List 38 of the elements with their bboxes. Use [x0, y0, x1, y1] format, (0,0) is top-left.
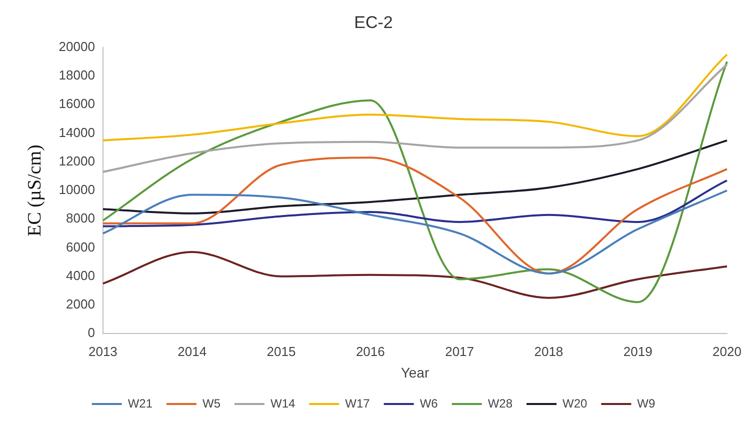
legend-label: W28 — [488, 396, 513, 410]
legend-label: W9 — [637, 396, 656, 410]
x-tick-label: 2019 — [623, 344, 652, 359]
line-series — [102, 179, 728, 228]
x-tick-label: 2018 — [534, 344, 564, 359]
x-tick-label: 2020 — [712, 344, 742, 359]
legend-label: W20 — [562, 396, 588, 410]
x-tick-label: 2016 — [356, 344, 385, 359]
legend-label: W14 — [270, 396, 296, 410]
x-tick-label: 2015 — [266, 344, 296, 359]
y-tick-label: 0 — [88, 325, 95, 340]
y-tick-label: 12000 — [58, 153, 95, 168]
line-series — [102, 60, 728, 304]
x-tick-label: 2013 — [88, 344, 118, 359]
y-tick-label: 20000 — [58, 38, 95, 54]
line-series — [102, 156, 728, 274]
x-tick-label: 2017 — [445, 344, 474, 359]
y-tick-label: 14000 — [58, 124, 95, 140]
line-series — [102, 251, 728, 299]
y-tick-label: 16000 — [58, 96, 95, 112]
y-axis-title: EC (µS/cm) — [24, 144, 46, 236]
y-tick-label: 8000 — [66, 210, 95, 226]
y-tick-label: 4000 — [66, 268, 95, 283]
chart-title: EC-2 — [354, 12, 393, 32]
x-axis-title: Year — [400, 364, 430, 380]
legend-label: W5 — [202, 396, 221, 410]
legend-label: W6 — [420, 396, 438, 410]
legend-label: W17 — [345, 396, 370, 410]
line-series — [102, 64, 728, 173]
legend-label: W21 — [128, 396, 153, 410]
x-tick-label: 2014 — [178, 344, 207, 359]
y-tick-label: 6000 — [66, 239, 95, 254]
y-tick-label: 18000 — [58, 68, 95, 83]
y-tick-label: 2000 — [66, 296, 95, 312]
line-series — [102, 190, 728, 274]
y-tick-label: 10000 — [58, 182, 95, 198]
line-series — [102, 54, 728, 142]
line-series — [102, 139, 728, 214]
